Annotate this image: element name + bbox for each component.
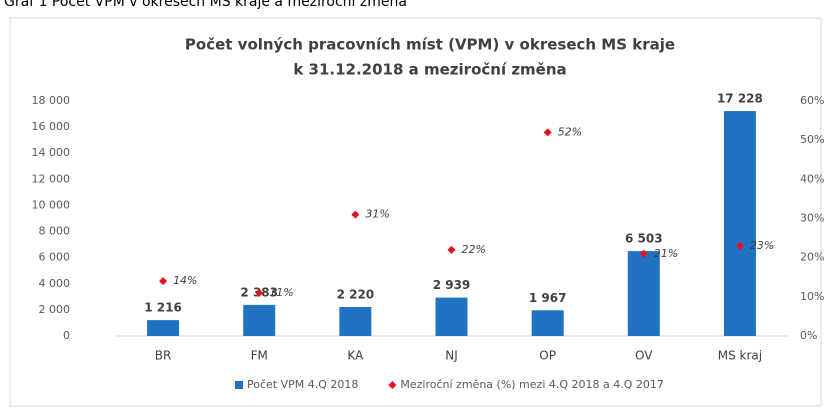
y-tick-label: 10 000 bbox=[32, 198, 71, 211]
x-tick-label: MS kraj bbox=[718, 349, 762, 363]
bar bbox=[435, 297, 468, 336]
point-value-label: 52% bbox=[558, 125, 582, 138]
y-tick-label: 8 000 bbox=[39, 225, 71, 238]
x-tick-label: OV bbox=[635, 349, 653, 363]
y2-tick-label: 0% bbox=[800, 329, 817, 342]
point-value-label: 22% bbox=[462, 243, 486, 256]
bar bbox=[723, 111, 756, 336]
legend-swatch bbox=[388, 381, 397, 389]
y-tick-label: 18 000 bbox=[32, 94, 71, 107]
legend-label: Počet VPM 4.Q 2018 bbox=[247, 378, 358, 391]
bar bbox=[627, 251, 660, 336]
bar-value-label: 1 967 bbox=[529, 291, 567, 305]
caption: Graf 1 Počet VPM v okresech MS kraje a m… bbox=[4, 0, 407, 10]
y2-tick-label: 50% bbox=[800, 133, 824, 146]
bar bbox=[243, 304, 276, 336]
chart-title: Počet volných pracovních míst (VPM) v ok… bbox=[185, 36, 675, 54]
y-tick-label: 6 000 bbox=[39, 251, 71, 264]
x-tick-label: FM bbox=[251, 349, 268, 363]
bar-value-label: 1 216 bbox=[144, 301, 182, 315]
y2-tick-label: 60% bbox=[800, 94, 824, 107]
point-value-label: 21% bbox=[654, 247, 678, 260]
y2-tick-label: 40% bbox=[800, 172, 824, 185]
point-value-label: 14% bbox=[173, 274, 197, 287]
y-tick-label: 4 000 bbox=[39, 277, 71, 290]
bar bbox=[147, 320, 180, 336]
point-value-label: 31% bbox=[365, 208, 389, 221]
bar bbox=[531, 310, 564, 336]
y-tick-label: 12 000 bbox=[32, 172, 71, 185]
x-tick-label: NJ bbox=[445, 349, 458, 363]
bar-value-label: 2 939 bbox=[433, 278, 471, 292]
y2-tick-label: 30% bbox=[800, 212, 824, 225]
legend-label: Meziroční změna (%) mezi 4.Q 2018 a 4.Q … bbox=[400, 378, 664, 391]
chart-title: k 31.12.2018 a meziroční změna bbox=[293, 61, 566, 79]
x-tick-label: KA bbox=[347, 349, 364, 363]
y2-tick-label: 20% bbox=[800, 251, 824, 264]
bar-value-label: 6 503 bbox=[625, 232, 663, 246]
point bbox=[255, 288, 264, 297]
x-tick-label: OP bbox=[539, 349, 556, 363]
bar-value-label: 17 228 bbox=[717, 92, 763, 106]
point bbox=[639, 249, 648, 258]
point-value-label: 11% bbox=[269, 286, 293, 299]
y-tick-label: 16 000 bbox=[32, 120, 71, 133]
point bbox=[735, 241, 744, 250]
y-tick-label: 2 000 bbox=[39, 303, 71, 316]
chart-frame bbox=[9, 17, 822, 407]
y-tick-label: 14 000 bbox=[32, 146, 71, 159]
legend-swatch bbox=[235, 381, 243, 389]
point bbox=[543, 128, 552, 137]
point bbox=[447, 245, 456, 254]
y2-tick-label: 10% bbox=[800, 290, 824, 303]
point bbox=[159, 277, 168, 286]
point-value-label: 23% bbox=[750, 239, 774, 252]
bar-value-label: 2 220 bbox=[337, 288, 375, 302]
x-tick-label: BR bbox=[155, 349, 172, 363]
bar bbox=[339, 307, 372, 336]
y-tick-label: 0 bbox=[63, 329, 70, 342]
point bbox=[351, 210, 360, 219]
